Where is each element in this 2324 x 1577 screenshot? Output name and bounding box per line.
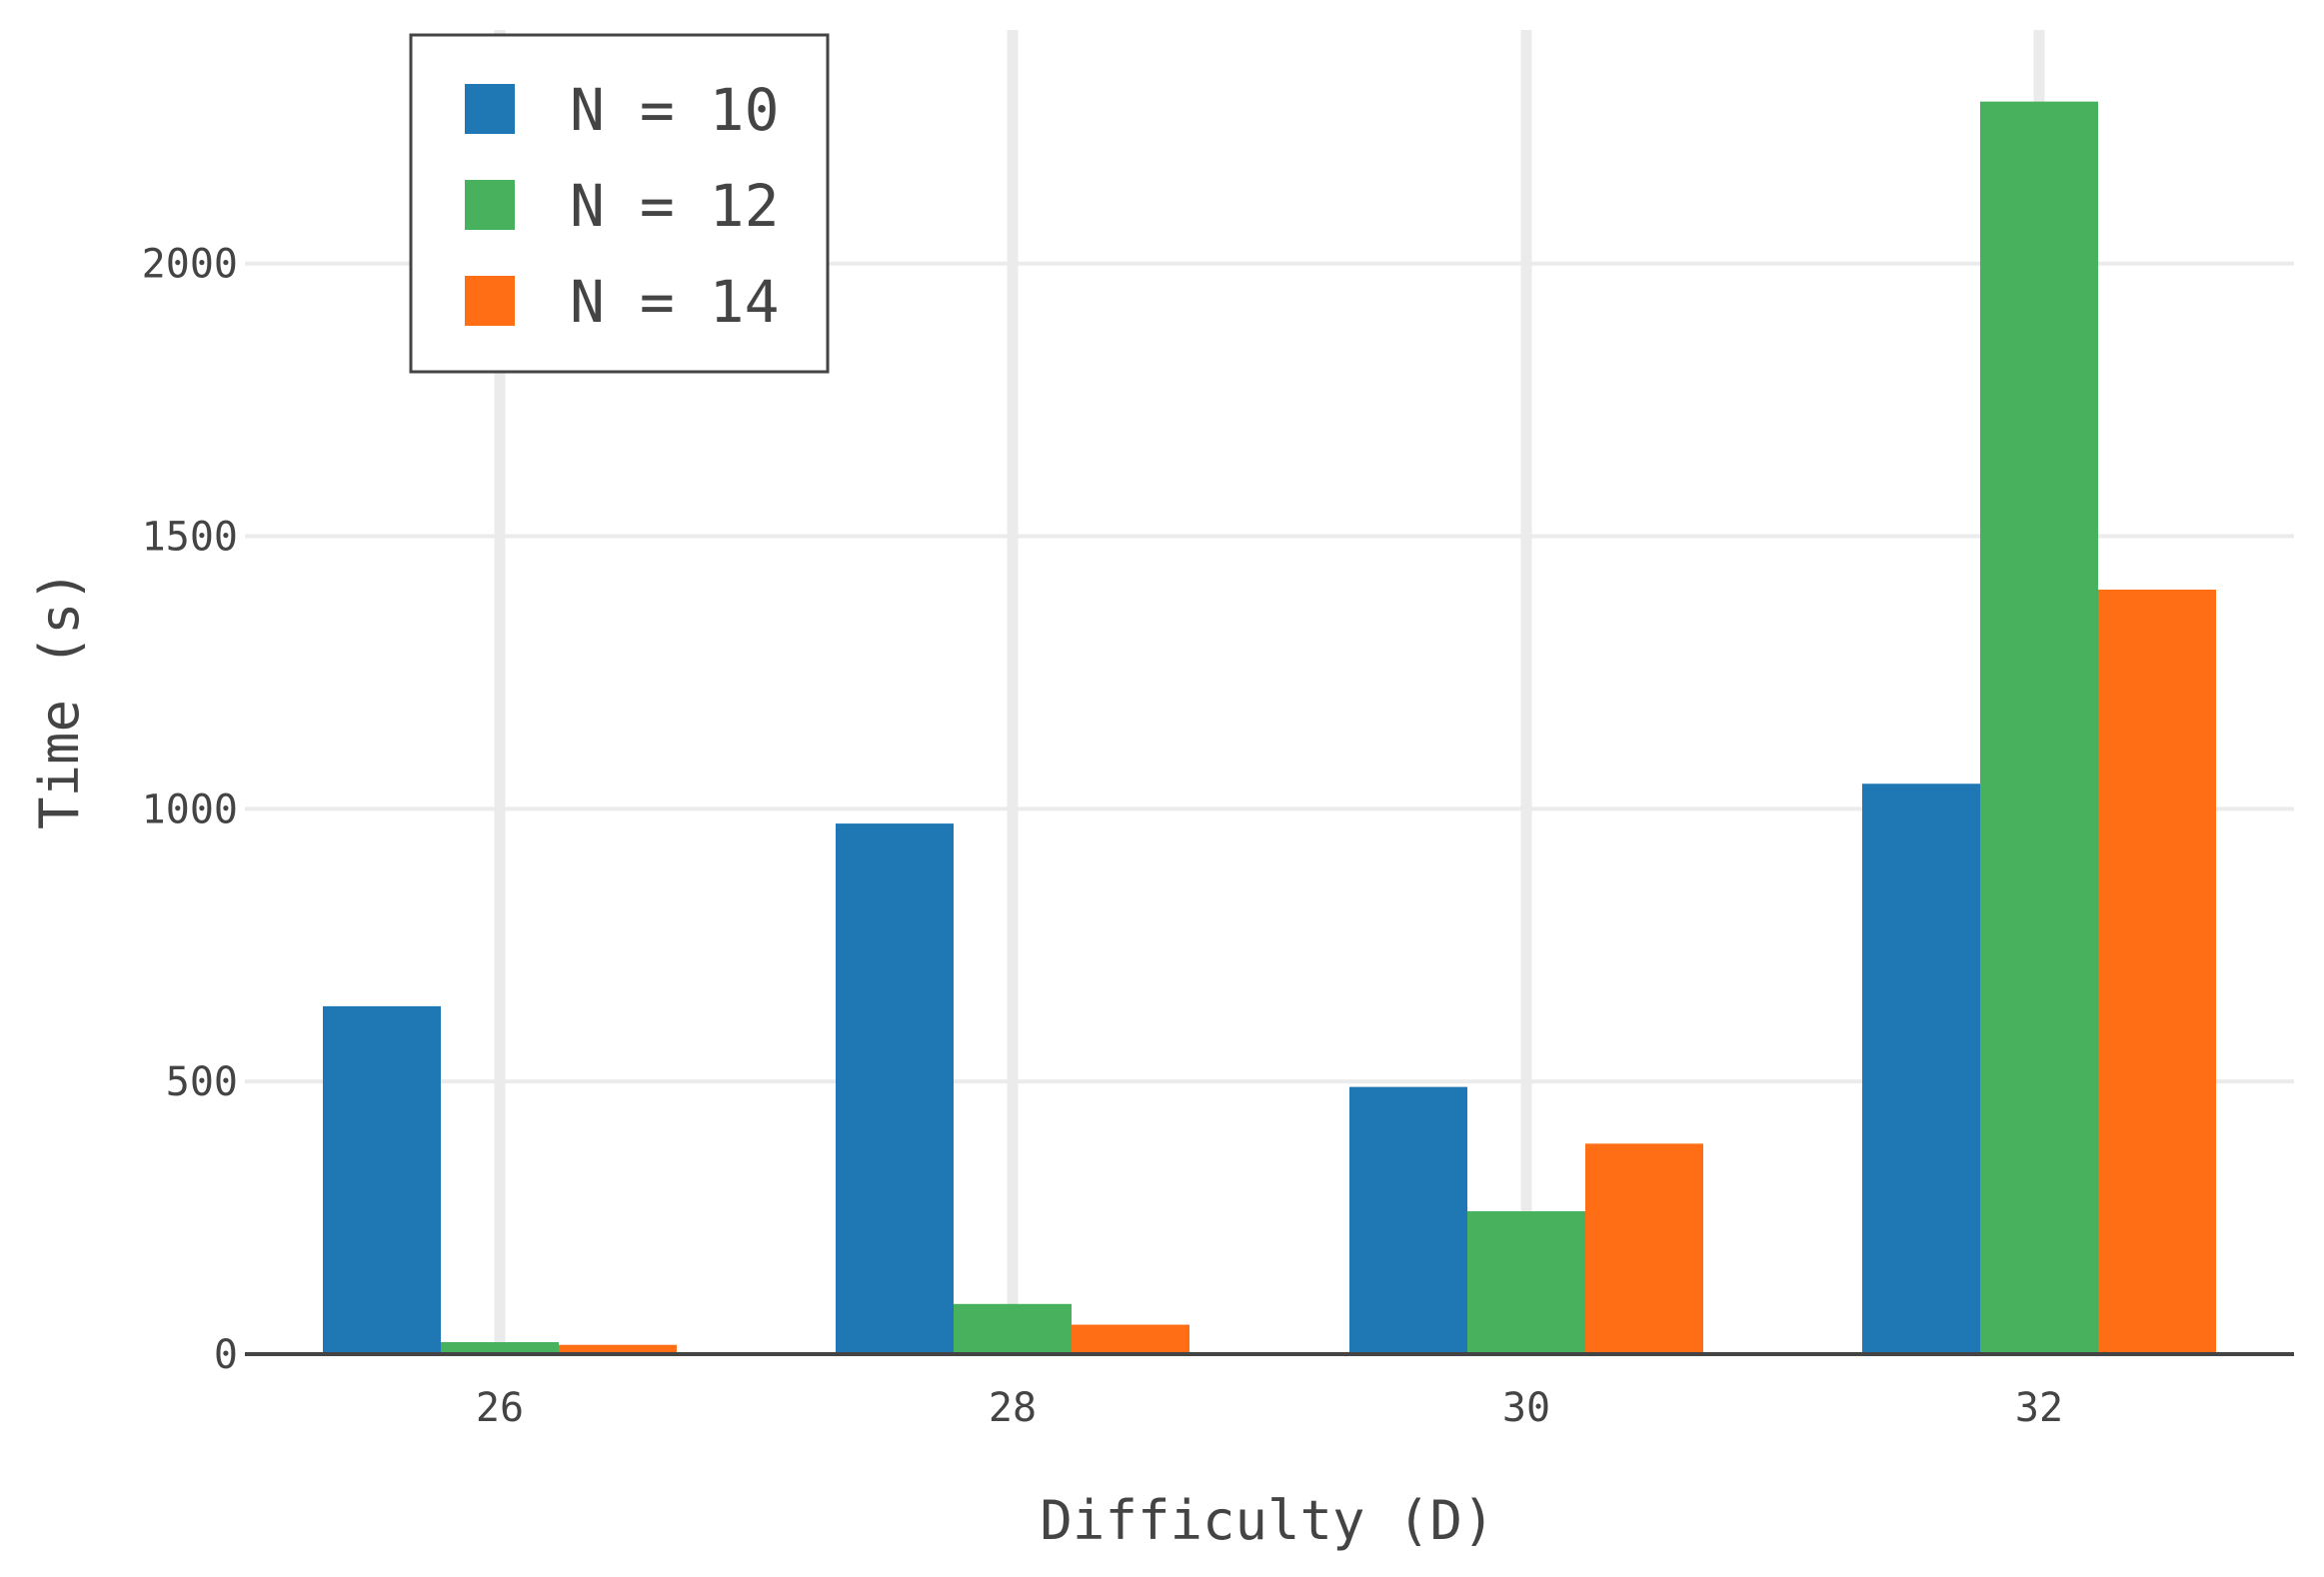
bar-N-14-d26 [559,1344,677,1354]
bar-N-10-d28 [836,823,954,1354]
x-tick-label: 32 [2015,1385,2063,1431]
bar-N-14-d28 [1072,1324,1189,1354]
bar-N-12-d32 [1980,101,2098,1354]
bar-N-10-d30 [1349,1086,1467,1354]
y-tick-label: 1000 [142,787,238,832]
bar-N-12-d28 [954,1303,1072,1354]
y-axis-title: Time (s) [28,570,91,829]
legend-label: N = 12 [570,172,780,240]
x-tick-label: 26 [476,1385,524,1431]
ticks-layer: 0 500 1000 1500 2000 26 28 30 32 [142,242,2063,1431]
x-tick-label: 30 [1502,1385,1550,1431]
legend-label: N = 14 [570,268,780,336]
y-tick-label: 1500 [142,515,238,561]
legend-swatch [465,180,515,230]
bar-N-14-d30 [1585,1143,1703,1354]
bar-N-12-d30 [1467,1211,1585,1354]
legend-swatch [465,84,515,134]
legend-swatch [465,276,515,326]
legend: N = 10 N = 12 N = 14 [409,33,830,374]
bar-N-12-d26 [441,1341,559,1354]
bar-N-10-d32 [1862,784,1980,1354]
bar-N-14-d32 [2098,589,2216,1354]
bars-layer [323,101,2216,1354]
bar-N-10-d26 [323,1005,441,1354]
y-tick-label: 0 [214,1332,238,1378]
x-tick-label: 28 [989,1385,1037,1431]
legend-label: N = 10 [570,76,780,144]
y-tick-label: 500 [166,1059,238,1105]
x-axis-title: Difficulty (D) [1040,1489,1494,1552]
y-tick-label: 2000 [142,242,238,288]
